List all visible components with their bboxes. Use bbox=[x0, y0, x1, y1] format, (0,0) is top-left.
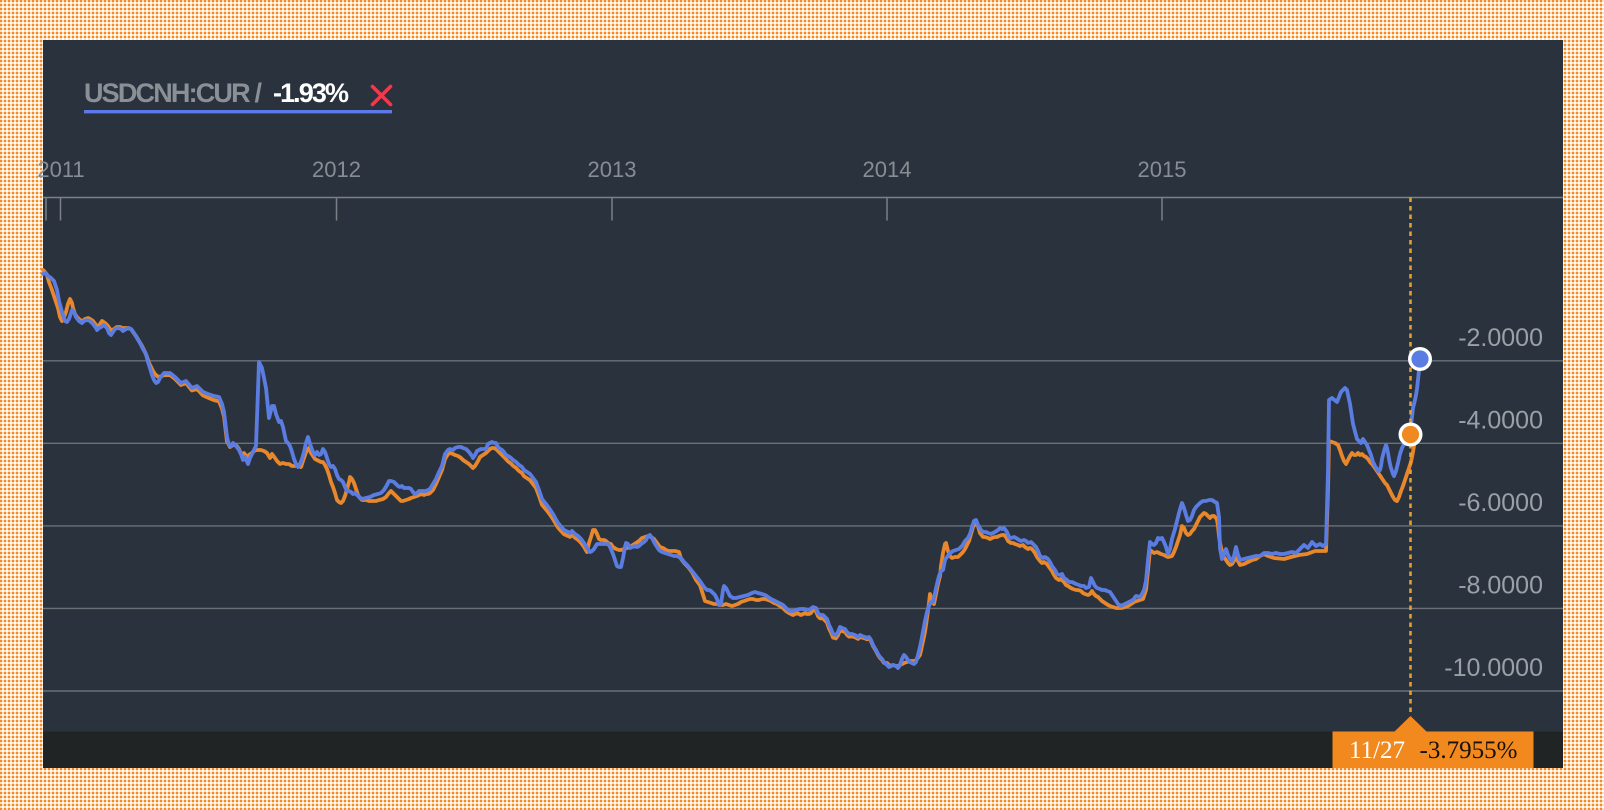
svg-text:-3.7955%: -3.7955% bbox=[1420, 737, 1518, 764]
svg-text:-2.0000: -2.0000 bbox=[1458, 324, 1543, 352]
svg-text:2012: 2012 bbox=[312, 157, 361, 182]
svg-text:-6.0000: -6.0000 bbox=[1458, 489, 1543, 517]
svg-text:2011: 2011 bbox=[37, 157, 84, 182]
svg-text:-8.0000: -8.0000 bbox=[1458, 571, 1543, 599]
svg-text:11/27: 11/27 bbox=[1349, 737, 1405, 764]
svg-text:2015: 2015 bbox=[1138, 157, 1187, 182]
svg-text:-10.0000: -10.0000 bbox=[1444, 654, 1543, 682]
svg-text:2013: 2013 bbox=[588, 157, 637, 182]
svg-text:-1.93%: -1.93% bbox=[273, 78, 349, 108]
svg-text:-4.0000: -4.0000 bbox=[1458, 406, 1543, 434]
svg-text:USDCNH:CUR /: USDCNH:CUR / bbox=[84, 78, 262, 108]
svg-text:2014: 2014 bbox=[863, 157, 912, 182]
